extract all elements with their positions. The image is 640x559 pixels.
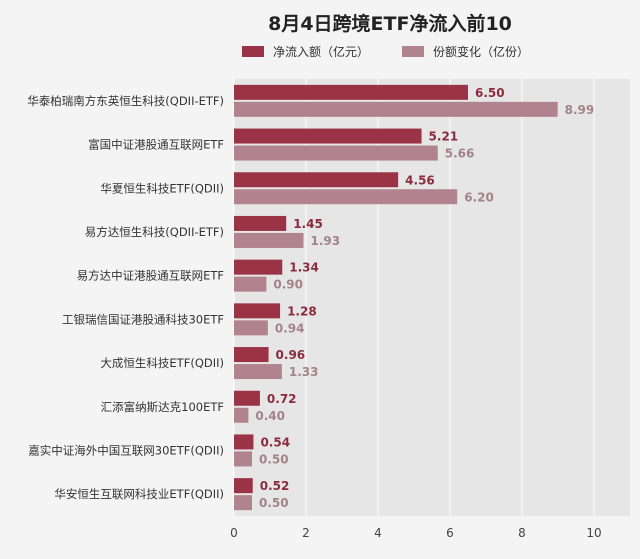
bar-share-change-8 xyxy=(234,451,252,467)
data-label-net-inflow-4: 1.34 xyxy=(289,261,319,275)
category-label-0: 华泰柏瑞南方东英恒生科技(QDII-ETF) xyxy=(27,94,224,108)
data-label-share-change-8: 0.50 xyxy=(259,452,289,466)
data-label-share-change-4: 0.90 xyxy=(273,278,303,292)
data-label-net-inflow-9: 0.52 xyxy=(260,479,290,493)
data-label-net-inflow-1: 5.21 xyxy=(429,130,459,144)
bar-net-inflow-9 xyxy=(234,478,253,494)
category-label-8: 嘉实中证海外中国互联网30ETF(QDII) xyxy=(28,443,224,457)
bar-net-inflow-2 xyxy=(234,172,399,188)
bar-share-change-1 xyxy=(234,145,438,161)
data-label-net-inflow-8: 0.54 xyxy=(260,435,290,449)
data-label-net-inflow-5: 1.28 xyxy=(287,304,317,318)
bar-share-change-5 xyxy=(234,320,268,336)
legend: 净流入额（亿元） 份额变化（亿份） xyxy=(242,44,529,59)
data-label-share-change-7: 0.40 xyxy=(255,409,285,423)
bar-share-change-2 xyxy=(234,189,458,205)
category-label-4: 易方达中证港股通互联网ETF xyxy=(77,269,224,283)
data-label-net-inflow-7: 0.72 xyxy=(267,392,297,406)
x-tick-label-0: 0 xyxy=(230,526,238,540)
bar-net-inflow-8 xyxy=(234,434,254,450)
data-label-share-change-2: 6.20 xyxy=(464,190,494,204)
data-label-share-change-9: 0.50 xyxy=(259,496,289,510)
x-tick-label-6: 6 xyxy=(446,526,454,540)
x-tick-label-10: 10 xyxy=(586,526,601,540)
category-label-3: 易方达恒生科技(QDII-ETF) xyxy=(85,225,224,239)
bar-net-inflow-5 xyxy=(234,303,281,319)
category-label-7: 汇添富纳斯达克100ETF xyxy=(101,400,224,414)
bar-net-inflow-0 xyxy=(234,84,468,100)
x-tick-label-8: 8 xyxy=(518,526,526,540)
data-label-net-inflow-2: 4.56 xyxy=(405,173,435,187)
x-tick-label-2: 2 xyxy=(302,526,310,540)
category-labels: 华泰柏瑞南方东英恒生科技(QDII-ETF) 富国中证港股通互联网ETF 华夏恒生科… xyxy=(27,94,224,501)
data-label-net-inflow-3: 1.45 xyxy=(293,217,323,231)
data-label-share-change-6: 1.33 xyxy=(289,365,319,379)
bar-share-change-0 xyxy=(234,101,558,117)
bar-net-inflow-3 xyxy=(234,215,287,231)
bar-net-inflow-1 xyxy=(234,128,422,144)
data-label-share-change-3: 1.93 xyxy=(310,234,340,248)
data-label-share-change-0: 8.99 xyxy=(565,103,595,117)
category-label-1: 富国中证港股通互联网ETF xyxy=(88,138,224,152)
x-axis-ticks: 0 2 4 6 8 10 xyxy=(230,526,601,540)
x-tick-label-4: 4 xyxy=(374,526,382,540)
data-label-share-change-5: 0.94 xyxy=(275,321,305,335)
bar-share-change-6 xyxy=(234,364,282,380)
legend-swatch-share-change xyxy=(402,46,424,57)
chart-title: 8月4日跨境ETF净流入前10 xyxy=(268,12,512,35)
category-label-9: 华安恒生互联网科技业ETF(QDII) xyxy=(54,487,224,501)
bar-share-change-3 xyxy=(234,232,304,248)
data-label-share-change-1: 5.66 xyxy=(445,147,475,161)
bar-share-change-4 xyxy=(234,276,267,292)
legend-label-net-inflow: 净流入额（亿元） xyxy=(273,44,369,59)
data-label-net-inflow-6: 0.96 xyxy=(276,348,306,362)
plot-background xyxy=(234,79,630,516)
category-label-2: 华夏恒生科技ETF(QDII) xyxy=(100,181,224,195)
bar-share-change-9 xyxy=(234,495,252,511)
legend-swatch-net-inflow xyxy=(242,46,264,57)
legend-label-share-change: 份额变化（亿份） xyxy=(433,44,529,59)
bar-share-change-7 xyxy=(234,407,249,423)
bar-net-inflow-6 xyxy=(234,347,269,363)
bars: 6.50 8.99 5.21 5.66 4.56 6.20 1.45 1.93 1.34 0.90… xyxy=(234,84,595,511)
data-label-net-inflow-0: 6.50 xyxy=(475,86,505,100)
bar-net-inflow-7 xyxy=(234,390,260,406)
category-label-5: 工银瑞信国证港股通科技30ETF xyxy=(62,312,224,326)
bar-net-inflow-4 xyxy=(234,259,283,275)
category-label-6: 大成恒生科技ETF(QDII) xyxy=(100,356,224,370)
